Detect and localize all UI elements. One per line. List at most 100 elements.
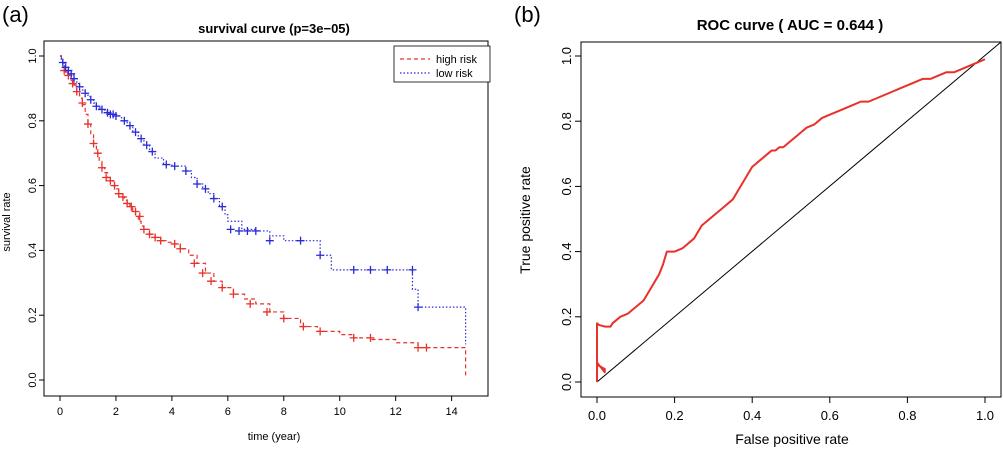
censor-mark-low-risk <box>383 265 392 274</box>
survival-y-axis-label: survival rate <box>1 192 13 251</box>
survival-y-tick-label: 0.8 <box>27 113 39 128</box>
roc-chart: (b) ROC curve ( AUC = 0.644 ) 0.0 0.2 0.4 0… <box>514 2 1002 447</box>
censor-mark-low-risk <box>366 265 375 274</box>
censor-mark-high-risk <box>263 307 271 316</box>
roc-y-axis: 0.0 0.2 0.4 0.6 0.8 1.0 <box>559 47 581 391</box>
survival-x-tick-label: 0 <box>57 406 63 418</box>
censor-mark-high-risk <box>279 314 288 323</box>
roc-x-tick-label: 0.2 <box>666 408 684 423</box>
survival-chart: (a) survival curve (p=3e−05) 0 2 4 6 8 10 12 14… <box>1 2 491 443</box>
roc-reference-diagonal <box>596 41 1002 383</box>
roc-y-tick-label: 0.4 <box>559 243 574 261</box>
roc-y-axis-label: True positive rate <box>517 166 533 274</box>
censor-mark-high-risk <box>97 163 106 172</box>
censor-mark-high-risk <box>207 277 216 286</box>
survival-x-tick-label: 6 <box>225 406 231 418</box>
survival-chart-title: survival curve (p=3e−05) <box>198 21 350 36</box>
censor-mark-high-risk <box>366 333 375 342</box>
censor-mark-low-risk <box>125 121 134 130</box>
censor-mark-low-risk <box>181 167 190 176</box>
censor-mark-high-risk <box>414 343 423 352</box>
censor-mark-low-risk <box>226 225 235 234</box>
censor-mark-high-risk <box>102 173 111 182</box>
censor-mark-low-risk <box>131 128 140 137</box>
censor-mark-low-risk <box>296 236 305 245</box>
roc-x-tick-label: 1.0 <box>976 408 994 423</box>
censor-mark-high-risk <box>139 225 148 234</box>
censor-mark-low-risk <box>92 102 101 111</box>
censor-mark-high-risk <box>176 244 185 253</box>
survival-x-tick-label: 4 <box>169 406 175 418</box>
censor-mark-low-risk <box>148 147 157 156</box>
survival-y-tick-label: 1.0 <box>27 48 39 63</box>
roc-x-axis: 0.0 0.2 0.4 0.6 0.8 1.0 <box>588 397 994 423</box>
censor-mark-high-risk <box>190 259 199 268</box>
censor-mark-low-risk <box>209 194 218 203</box>
censor-mark-low-risk <box>265 236 274 245</box>
roc-y-tick-label: 0.6 <box>559 177 574 195</box>
censor-mark-low-risk <box>75 82 84 91</box>
roc-y-tick-label: 1.0 <box>559 47 574 65</box>
panel-label-b: (b) <box>514 2 541 27</box>
censor-mark-low-risk <box>201 184 210 193</box>
survival-y-tick-label: 0.4 <box>27 243 39 258</box>
censor-mark-high-risk <box>89 139 98 148</box>
censor-mark-low-risk <box>97 105 106 114</box>
survival-legend: high risk low risk <box>393 45 491 83</box>
censor-mark-high-risk <box>72 87 81 96</box>
censor-mark-low-risk <box>142 141 151 150</box>
survival-series <box>60 55 467 377</box>
roc-plot-frame <box>580 41 1002 398</box>
censor-mark-high-risk <box>349 333 358 342</box>
censor-mark-low-risk <box>218 202 227 211</box>
censor-mark-high-risk <box>170 239 179 248</box>
censor-mark-high-risk <box>131 207 140 216</box>
survival-y-tick-label: 0.0 <box>27 372 39 387</box>
censor-mark-high-risk <box>316 327 325 336</box>
roc-x-tick-label: 0.0 <box>588 408 606 423</box>
censor-mark-low-risk <box>120 116 129 125</box>
censor-mark-low-risk <box>235 226 244 235</box>
survival-censor-marks <box>58 58 431 352</box>
censor-mark-high-risk <box>106 176 115 185</box>
roc-series <box>596 58 986 382</box>
censor-mark-low-risk <box>243 226 252 235</box>
censor-mark-high-risk <box>114 189 123 198</box>
censor-mark-high-risk <box>198 269 207 278</box>
censor-mark-low-risk <box>251 226 260 235</box>
survival-y-tick-label: 0.6 <box>27 178 39 193</box>
survival-line-high-risk <box>60 55 467 377</box>
censor-mark-high-risk <box>218 283 227 292</box>
roc-curve-line <box>596 58 986 382</box>
legend-label-high-risk: high risk <box>436 54 477 66</box>
panel-label-a: (a) <box>2 2 29 27</box>
legend-box <box>393 45 491 83</box>
survival-y-axis: 0.0 0.2 0.4 0.6 0.8 1.0 <box>27 48 44 388</box>
censor-mark-high-risk <box>83 120 92 129</box>
legend-label-low-risk: low risk <box>436 68 473 80</box>
roc-x-tick-label: 0.6 <box>821 408 839 423</box>
censor-mark-high-risk <box>78 98 87 107</box>
censor-mark-low-risk <box>349 265 358 274</box>
roc-x-tick-label: 0.8 <box>898 408 916 423</box>
censor-mark-high-risk <box>123 199 132 208</box>
roc-x-tick-label: 0.4 <box>743 408 761 423</box>
survival-y-tick-label: 0.2 <box>27 308 39 323</box>
censor-mark-low-risk <box>408 265 417 274</box>
survival-x-tick-label: 10 <box>334 406 346 418</box>
censor-mark-high-risk <box>93 149 102 158</box>
survival-x-axis: 0 2 4 6 8 10 12 14 <box>57 396 458 418</box>
roc-y-tick-label: 0.8 <box>559 112 574 130</box>
roc-y-tick-label: 0.2 <box>559 308 574 326</box>
censor-mark-high-risk <box>151 233 160 242</box>
censor-mark-high-risk <box>246 299 255 308</box>
censor-mark-low-risk <box>414 303 423 312</box>
censor-mark-high-risk <box>118 192 127 201</box>
censor-mark-high-risk <box>110 181 119 190</box>
survival-x-tick-label: 2 <box>113 406 119 418</box>
censor-mark-low-risk <box>193 179 202 188</box>
censor-mark-low-risk <box>162 160 171 169</box>
censor-mark-high-risk <box>135 212 144 221</box>
survival-line-low-risk <box>60 55 467 345</box>
